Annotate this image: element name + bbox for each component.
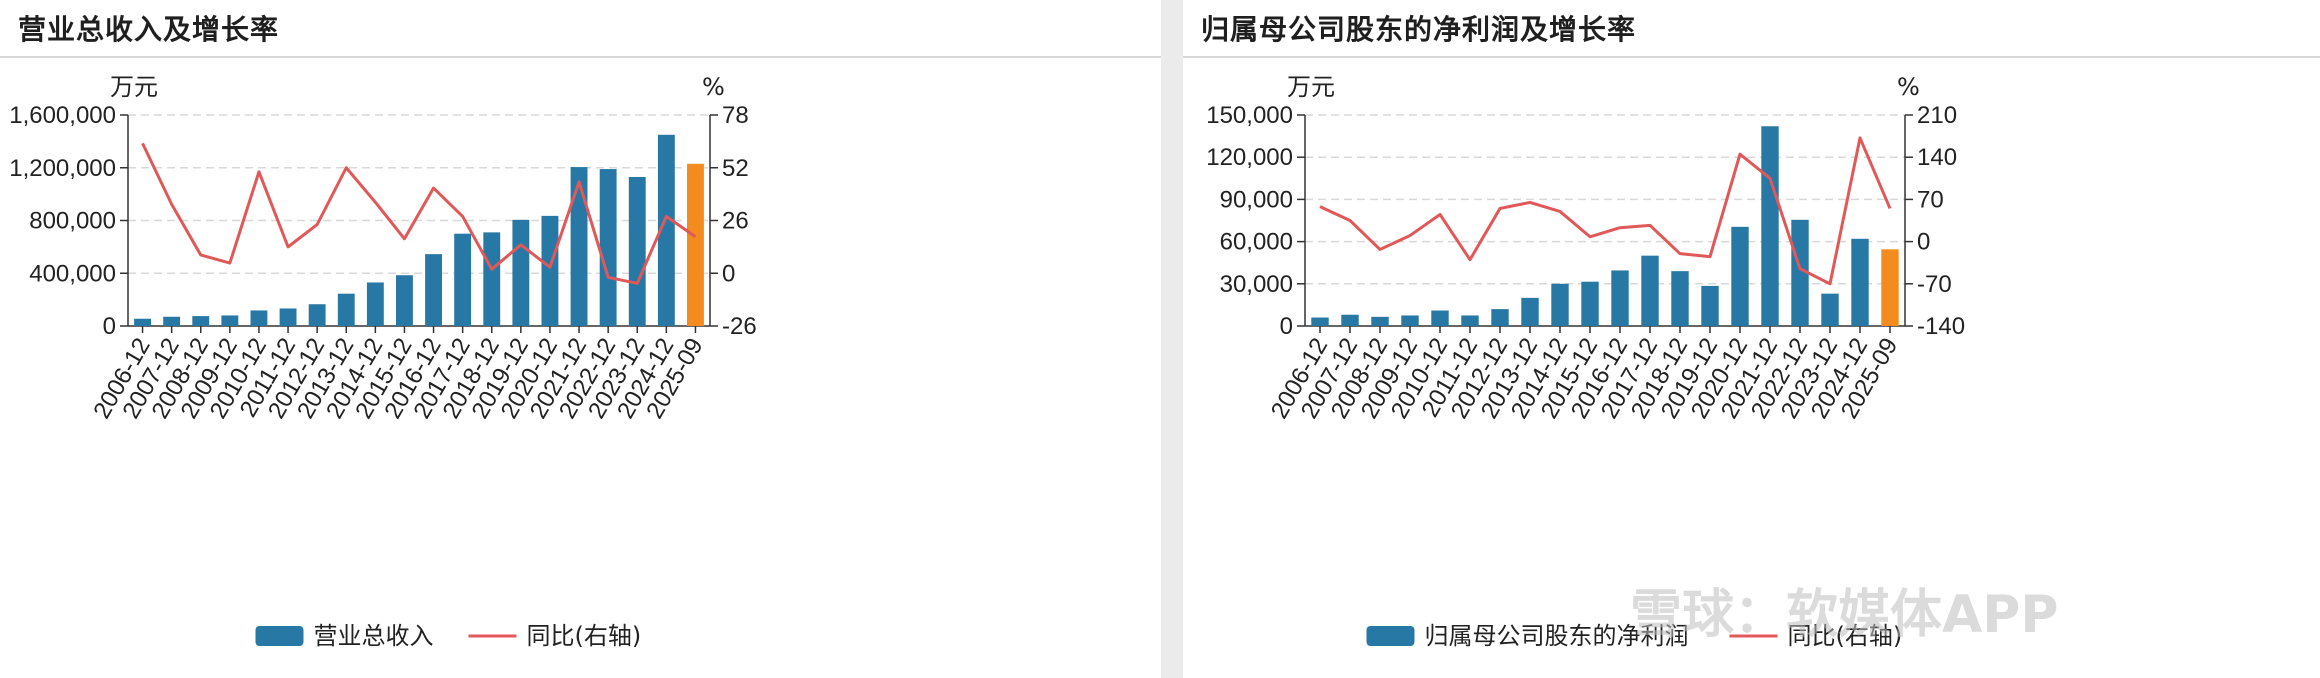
bar: [134, 318, 151, 326]
legend-bar-swatch: [255, 626, 304, 646]
bar: [163, 316, 181, 326]
chart-panel-revenue: 营业总收入及增长率 0 400,000 800,000 1,200,000 1,600,…: [0, 0, 1161, 678]
chart-svg-revenue: 0 400,000 800,000 1,200,000 1,600,000 -26 0 26 5…: [9, 73, 757, 650]
bar: [337, 293, 355, 326]
legend-bar-label: 归属母公司股东的净利润: [1425, 622, 1689, 650]
left-tick-label: 30,000: [1220, 271, 1293, 298]
bar: [396, 275, 413, 326]
bar: [687, 163, 704, 326]
bar: [657, 134, 675, 326]
left-tick-label: 800,000: [29, 208, 116, 235]
left-tick-label: 150,000: [1206, 102, 1293, 129]
left-tick-label: 0: [1280, 313, 1293, 340]
right-tick-label: 70: [1917, 186, 1944, 213]
left-tick-label: 0: [103, 313, 116, 340]
right-tick-label: 26: [722, 208, 749, 235]
bar: [512, 219, 530, 326]
bar: [454, 233, 472, 326]
bar: [221, 315, 239, 326]
chart-title: 归属母公司股东的净利润及增长率: [1201, 13, 1637, 46]
bar: [1401, 315, 1419, 326]
growth-line: [141, 142, 697, 285]
bar: [192, 316, 210, 326]
bar: [366, 282, 384, 326]
right-tick-label: -140: [1917, 313, 1965, 340]
bar: [1821, 293, 1839, 326]
right-tick-label: 0: [722, 260, 735, 287]
right-tick-label: 0: [1917, 229, 1930, 256]
right-tick-label: -70: [1917, 271, 1952, 298]
bar: [1551, 283, 1569, 326]
legend-line-label: 同比(右轴): [1788, 622, 1903, 650]
bar: [1701, 285, 1719, 326]
right-tick-label: 210: [1917, 102, 1957, 129]
growth-line: [1319, 136, 1892, 286]
right-tick-label: 78: [722, 102, 749, 129]
bar: [1731, 226, 1749, 326]
bar: [1641, 255, 1659, 326]
right-unit-label: %: [1897, 73, 1920, 101]
bar: [1671, 271, 1689, 326]
bar: [599, 169, 617, 326]
right-tick-label: -26: [722, 313, 757, 340]
title-divider: [1183, 56, 2320, 58]
legend-bar-label: 营业总收入: [314, 622, 434, 650]
bar: [628, 176, 646, 326]
bar: [1461, 315, 1479, 326]
left-tick-label: 120,000: [1206, 144, 1293, 171]
title-divider: [0, 56, 1161, 58]
right-unit-label: %: [702, 73, 725, 101]
bar: [541, 215, 559, 326]
bar: [483, 232, 501, 326]
bar: [1881, 249, 1899, 326]
legend-line-label: 同比(右轴): [527, 622, 642, 650]
chart-panel-net-profit: 归属母公司股东的净利润及增长率 0 30,000 60,000 90,000 120,0…: [1183, 0, 2320, 678]
bar: [1311, 317, 1329, 326]
left-tick-label: 60,000: [1220, 229, 1293, 256]
bar: [1521, 297, 1539, 326]
left-tick-label: 400,000: [29, 260, 116, 287]
bar: [425, 254, 442, 326]
bar: [1611, 270, 1629, 326]
left-unit-label: 万元: [1287, 73, 1335, 101]
bar: [1431, 310, 1449, 326]
bar: [570, 167, 588, 326]
watermark: 雪球：软媒体APP: [1630, 585, 2059, 645]
chart-svg-net-profit: 0 30,000 60,000 90,000 120,000 150,000 -140 -70…: [1206, 73, 1965, 650]
bar: [1761, 126, 1779, 327]
legend-bar-swatch: [1366, 626, 1415, 646]
left-tick-label: 1,200,000: [9, 155, 116, 182]
bar: [1491, 309, 1509, 326]
bar: [1851, 238, 1869, 326]
bar: [308, 304, 326, 326]
left-tick-label: 1,600,000: [9, 102, 116, 129]
bar: [1371, 316, 1389, 326]
bar: [1791, 219, 1809, 326]
left-tick-label: 90,000: [1220, 186, 1293, 213]
chart-title: 营业总收入及增长率: [18, 13, 280, 46]
bar: [250, 310, 268, 326]
bar: [1581, 281, 1599, 326]
left-unit-label: 万元: [110, 73, 158, 101]
bar: [279, 308, 297, 326]
right-tick-label: 140: [1917, 144, 1957, 171]
bar: [1341, 314, 1359, 326]
right-tick-label: 52: [722, 155, 749, 182]
